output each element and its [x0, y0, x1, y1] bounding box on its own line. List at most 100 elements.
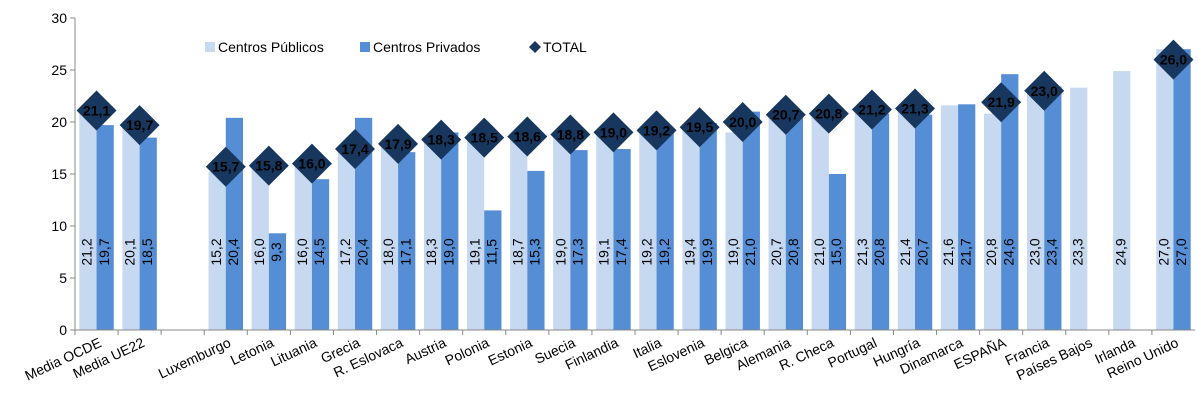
- x-tick-label: Luxemburgo: [156, 334, 233, 381]
- bar-value-label: 17,4: [613, 238, 629, 265]
- total-value-label: 17,4: [341, 141, 368, 157]
- bar-value-label: 20,7: [914, 238, 930, 265]
- bar-value-label: 23,3: [1069, 238, 1085, 265]
- total-value-label: 26,0: [1160, 52, 1187, 68]
- total-marker: [895, 88, 935, 129]
- y-tick-label: 0: [59, 322, 67, 338]
- bar: [915, 114, 933, 330]
- legend-label: Centros Públicos: [218, 39, 324, 55]
- bar-value-label: 24,9: [1112, 238, 1128, 265]
- total-marker: [981, 82, 1022, 123]
- bar: [854, 108, 872, 330]
- bar: [897, 107, 915, 330]
- bar-value-label: 11,5: [484, 239, 500, 265]
- total-marker: [335, 129, 375, 170]
- total-value-label: 19,0: [600, 124, 627, 140]
- bar: [785, 113, 803, 331]
- bar: [337, 151, 355, 330]
- bar: [656, 130, 674, 330]
- total-value-label: 19,2: [643, 122, 670, 138]
- total-value-label: 20,0: [729, 114, 756, 130]
- bar: [139, 137, 157, 330]
- bar-value-label: 20,4: [354, 238, 370, 265]
- bar: [423, 139, 442, 330]
- bar: [208, 171, 226, 330]
- total-value-label: 19,5: [686, 119, 713, 135]
- bar: [441, 132, 459, 330]
- bar: [251, 163, 269, 330]
- total-marker: [248, 145, 289, 186]
- total-marker: [636, 110, 677, 151]
- total-marker: [291, 143, 332, 184]
- bar: [613, 149, 631, 330]
- total-value-label: 21,9: [988, 94, 1015, 110]
- bar: [122, 120, 140, 331]
- bar-value-label: 19,0: [725, 238, 741, 265]
- bar-value-label: 27,0: [1156, 238, 1172, 265]
- total-value-label: 15,7: [212, 159, 239, 175]
- bar-value-label: 21,2: [79, 238, 95, 265]
- bar-value-label: 18,3: [423, 238, 439, 265]
- x-tick-label: Letonia: [228, 334, 277, 368]
- total-value-label: 18,5: [471, 130, 498, 146]
- bar-value-label: 15,0: [828, 238, 844, 265]
- bar: [1027, 90, 1045, 330]
- total-value-label: 19,7: [126, 117, 153, 133]
- total-marker: [507, 116, 548, 157]
- bar: [79, 109, 97, 331]
- bar: [983, 113, 1002, 331]
- total-marker: [851, 89, 892, 130]
- bar-value-label: 14,5: [311, 238, 327, 265]
- bar: [268, 233, 287, 330]
- bar: [467, 131, 485, 330]
- bar-value-label: 20,1: [122, 238, 138, 265]
- bar-value-label: 21,6: [940, 238, 956, 265]
- bar: [1044, 86, 1062, 330]
- total-marker: [550, 114, 591, 155]
- bar-value-label: 19,4: [682, 238, 698, 265]
- bar-value-label: 20,8: [983, 238, 999, 265]
- bar: [596, 131, 614, 330]
- total-value-label: 21,3: [901, 100, 928, 116]
- bar: [96, 125, 114, 331]
- bar: [294, 163, 312, 330]
- bar-value-label: 17,3: [570, 238, 586, 265]
- total-value-label: 21,2: [858, 102, 885, 118]
- bar: [1113, 71, 1131, 330]
- bar-value-label: 19,7: [96, 238, 112, 265]
- bar: [639, 130, 657, 330]
- total-marker: [464, 117, 505, 158]
- bar-value-label: 19,1: [596, 238, 612, 265]
- total-marker: [1153, 39, 1194, 80]
- total-marker: [205, 146, 246, 187]
- total-value-label: 17,9: [384, 136, 411, 152]
- bar-value-label: 21,0: [742, 238, 758, 265]
- bar: [510, 135, 528, 330]
- bar: [828, 174, 847, 330]
- bar: [742, 111, 760, 330]
- bar: [1070, 87, 1088, 331]
- bar-value-label: 15,3: [527, 238, 543, 265]
- bar: [527, 170, 545, 330]
- bar-value-label: 19,0: [440, 238, 456, 265]
- bar-value-label: 23,0: [1026, 238, 1042, 265]
- bar-value-label: 20,7: [768, 238, 784, 265]
- total-value-label: 23,0: [1031, 83, 1058, 99]
- bar: [725, 132, 743, 330]
- bar-value-label: 21,7: [957, 238, 973, 265]
- bar-value-label: 19,9: [699, 238, 715, 265]
- bar: [311, 179, 330, 330]
- total-marker: [593, 112, 634, 153]
- total-value-label: 20,8: [815, 106, 842, 122]
- total-marker: [378, 123, 419, 164]
- bar-value-label: 21,4: [897, 238, 913, 265]
- bar: [958, 104, 976, 330]
- bar: [380, 142, 399, 330]
- bar-value-label: 15,2: [208, 238, 224, 265]
- legend-swatch: [529, 41, 541, 53]
- total-marker: [808, 93, 849, 134]
- bar: [355, 117, 373, 330]
- total-marker: [1024, 70, 1065, 111]
- bar: [682, 128, 700, 330]
